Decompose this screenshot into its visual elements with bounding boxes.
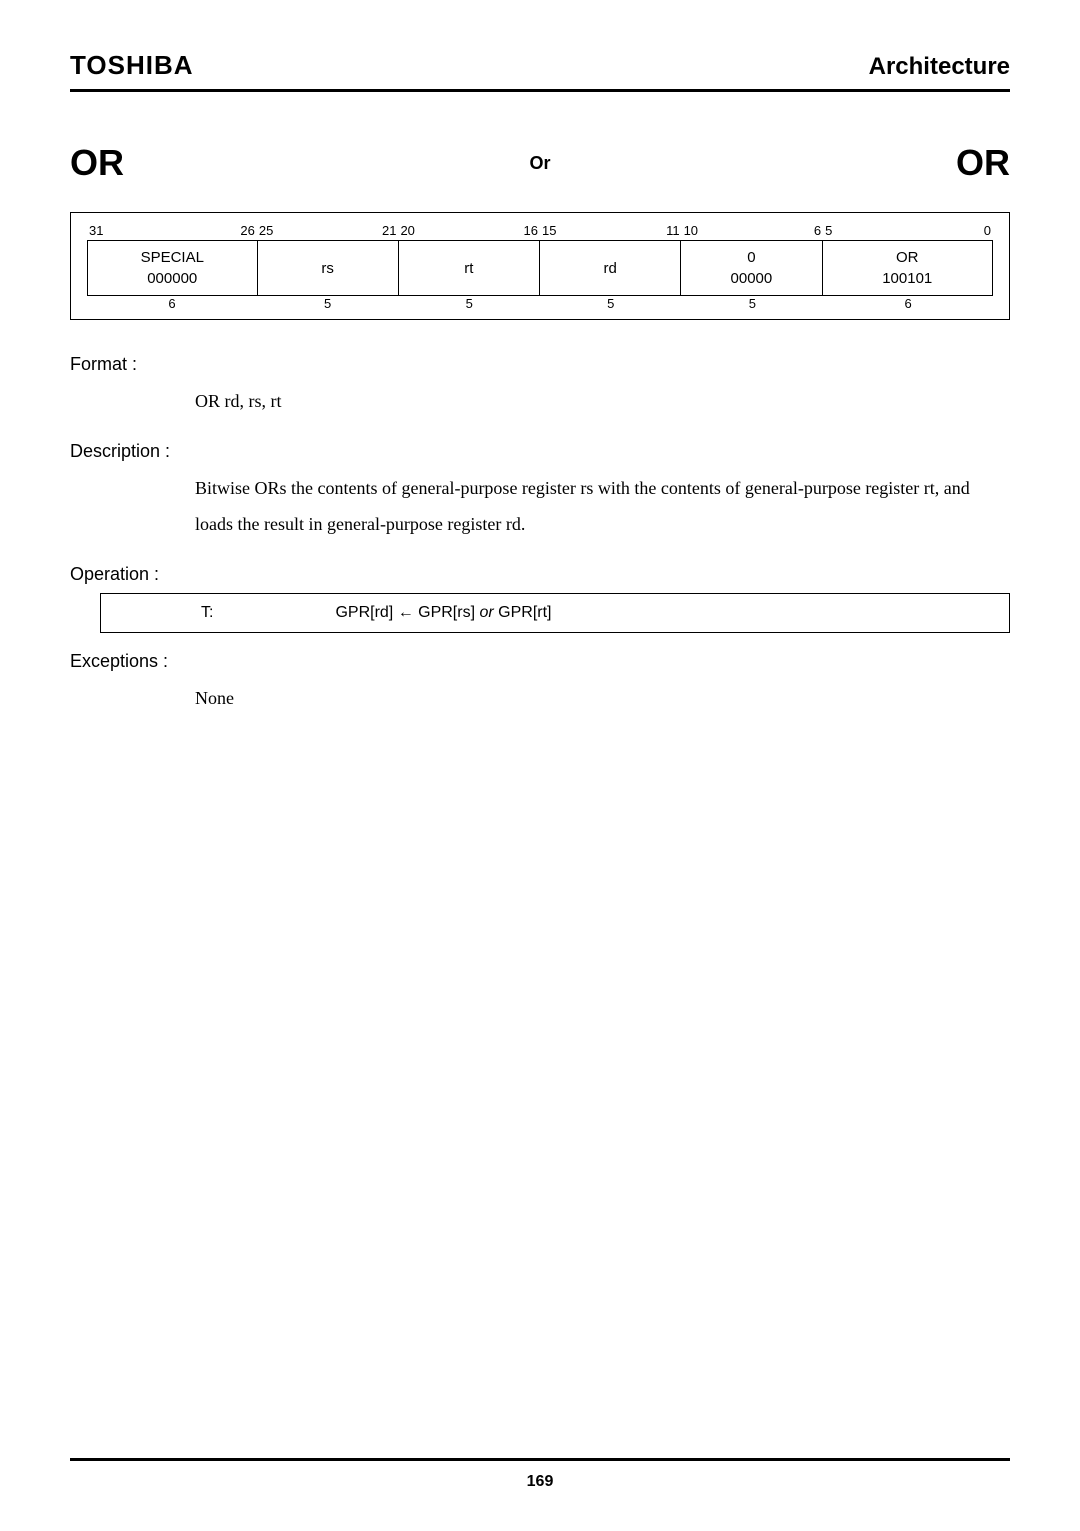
bit-range: 2521 bbox=[257, 223, 399, 238]
field-width: 5 bbox=[682, 296, 824, 311]
encoding-field: rd bbox=[540, 241, 681, 295]
width-row: 655556 bbox=[87, 296, 993, 311]
encoding-box: 312625212016151110650 SPECIAL000000rsrtr… bbox=[70, 212, 1010, 320]
mnemonic-right: OR bbox=[890, 142, 1010, 184]
instruction-title: Or bbox=[190, 153, 890, 174]
field-width: 5 bbox=[540, 296, 682, 311]
description-label: Description : bbox=[70, 441, 1010, 462]
operation-expr-or: or bbox=[479, 604, 493, 621]
description-text: Bitwise ORs the contents of general-purp… bbox=[195, 470, 1010, 542]
field-width: 6 bbox=[823, 296, 993, 311]
page-footer: 169 bbox=[70, 1458, 1010, 1491]
encoding-field: OR100101 bbox=[823, 241, 993, 295]
format-text: OR rd, rs, rt bbox=[195, 383, 1010, 419]
bit-range: 106 bbox=[682, 223, 824, 238]
encoding-field: rt bbox=[399, 241, 540, 295]
section-label: Architecture bbox=[869, 53, 1010, 81]
mnemonic-left: OR bbox=[70, 142, 190, 184]
operation-label: Operation : bbox=[70, 564, 1010, 585]
encoding-field: rs bbox=[258, 241, 399, 295]
page-number: 169 bbox=[527, 1473, 554, 1490]
field-width: 5 bbox=[398, 296, 540, 311]
exceptions-label: Exceptions : bbox=[70, 651, 1010, 672]
encoding-field: SPECIAL000000 bbox=[88, 241, 258, 295]
bit-range: 3126 bbox=[87, 223, 257, 238]
format-label: Format : bbox=[70, 354, 1010, 375]
encoding-field: 000000 bbox=[681, 241, 822, 295]
operation-expr-post: GPR[rt] bbox=[494, 604, 552, 621]
field-row: SPECIAL000000rsrtrd000000OR100101 bbox=[87, 240, 993, 296]
page-header: TOSHIBA Architecture bbox=[70, 50, 1010, 92]
field-width: 6 bbox=[87, 296, 257, 311]
operation-line: T: GPR[rd] ← GPR[rs] or GPR[rt] bbox=[201, 604, 551, 622]
operation-box: T: GPR[rd] ← GPR[rs] or GPR[rt] bbox=[100, 593, 1010, 633]
operation-step: T: bbox=[201, 604, 331, 622]
exceptions-text: None bbox=[195, 680, 1010, 716]
bit-range: 1511 bbox=[540, 223, 682, 238]
instruction-title-row: OR Or OR bbox=[70, 142, 1010, 184]
field-width: 5 bbox=[257, 296, 399, 311]
brand-label: TOSHIBA bbox=[70, 50, 194, 81]
operation-expr-pre: GPR[rd] ← GPR[rs] bbox=[335, 604, 479, 621]
bit-range: 2016 bbox=[398, 223, 540, 238]
bit-label-row: 312625212016151110650 bbox=[87, 223, 993, 238]
bit-range: 50 bbox=[823, 223, 993, 238]
